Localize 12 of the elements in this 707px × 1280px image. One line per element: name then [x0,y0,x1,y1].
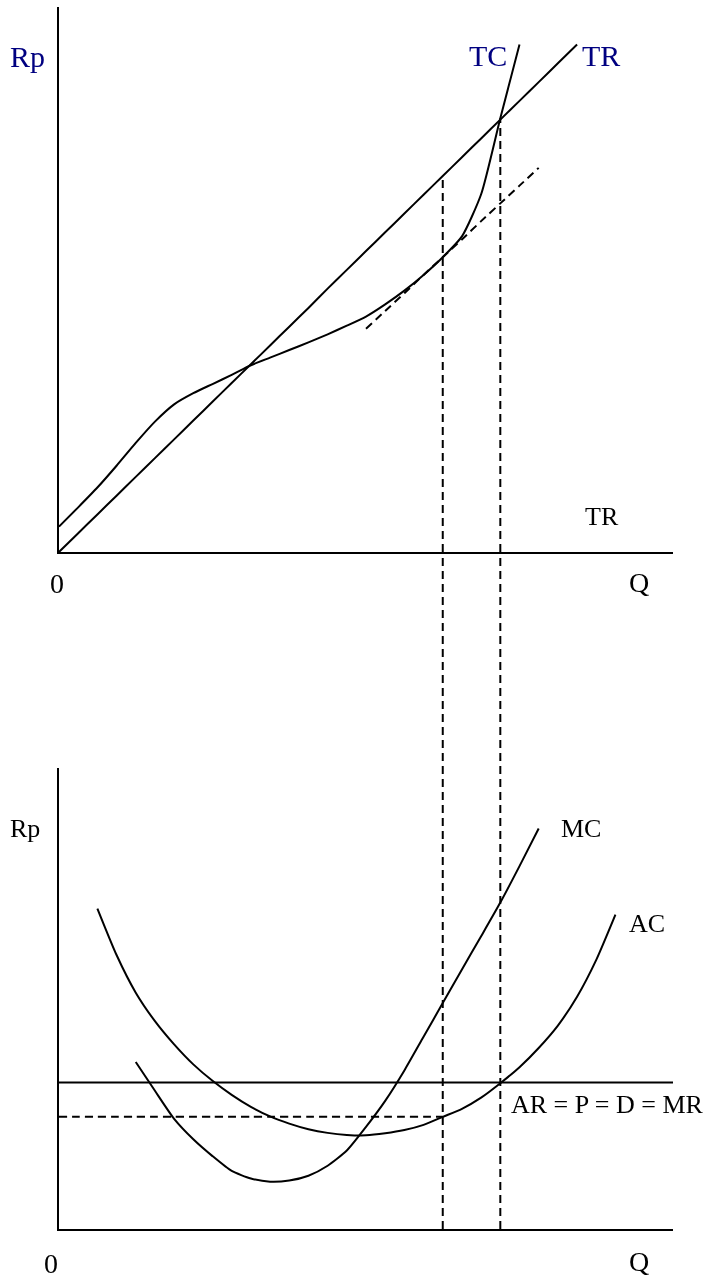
text: 0 [44,1248,58,1279]
y-axis-title: Rp [10,814,41,843]
series-label: AR = P = D = MR [511,1090,704,1119]
annotation: TR [585,502,619,531]
series-label: MC [561,814,602,843]
y-axis-title: Rp [10,40,46,73]
series-label: TC [469,39,508,72]
text: 0 [50,568,64,599]
x-axis-title: Q [629,1246,650,1277]
series-label: TR [582,39,621,72]
x-axis-title: Q [629,567,650,598]
series-label: AC [629,909,666,938]
